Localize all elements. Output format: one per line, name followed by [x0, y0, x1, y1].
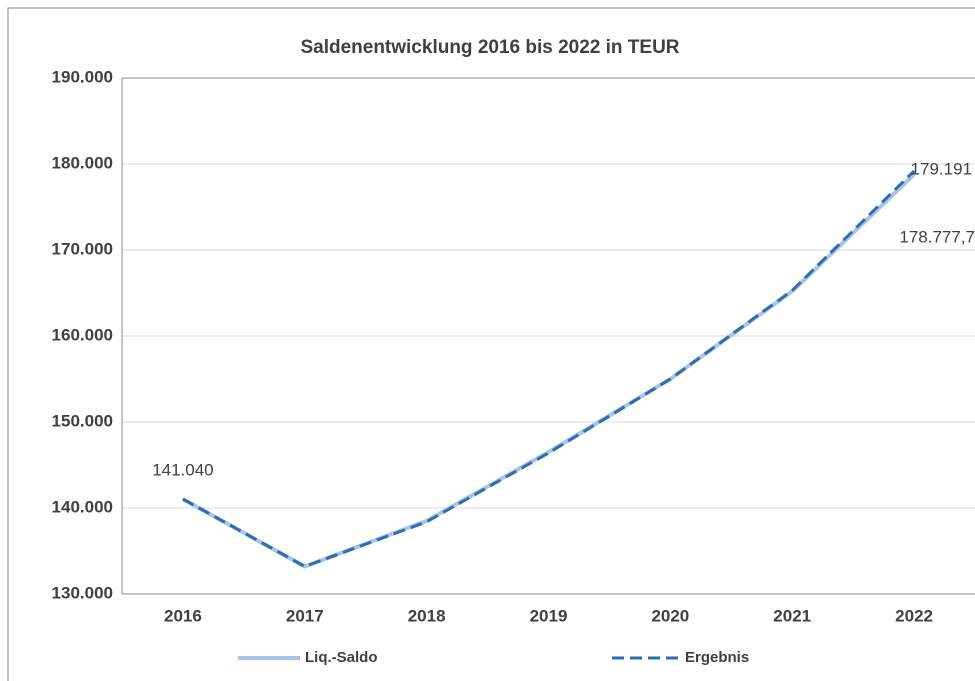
x-tick-label: 2018	[408, 606, 446, 625]
x-tick-label: 2017	[286, 606, 324, 625]
data-label: 178.777,7	[899, 227, 975, 246]
y-tick-label: 190.000	[52, 67, 113, 86]
data-label: 179.191	[911, 159, 972, 178]
legend-label: Liq.-Saldo	[305, 649, 378, 666]
x-tick-label: 2022	[895, 606, 933, 625]
y-tick-label: 180.000	[52, 153, 113, 172]
x-tick-label: 2021	[773, 606, 811, 625]
x-tick-label: 2019	[530, 606, 568, 625]
y-tick-label: 170.000	[52, 239, 113, 258]
y-tick-label: 140.000	[52, 497, 113, 516]
chart-border	[7, 7, 975, 681]
y-tick-label: 160.000	[52, 325, 113, 344]
y-tick-label: 150.000	[52, 411, 113, 430]
x-tick-label: 2016	[164, 606, 202, 625]
chart-title: Saldenentwicklung 2016 bis 2022 in TEUR	[300, 37, 679, 58]
series-line	[181, 173, 916, 569]
y-tick-label: 130.000	[52, 583, 113, 602]
legend-label: Ergebnis	[685, 649, 749, 666]
data-label: 141.040	[152, 461, 213, 480]
x-tick-label: 2020	[651, 606, 689, 625]
series-line	[182, 169, 916, 569]
